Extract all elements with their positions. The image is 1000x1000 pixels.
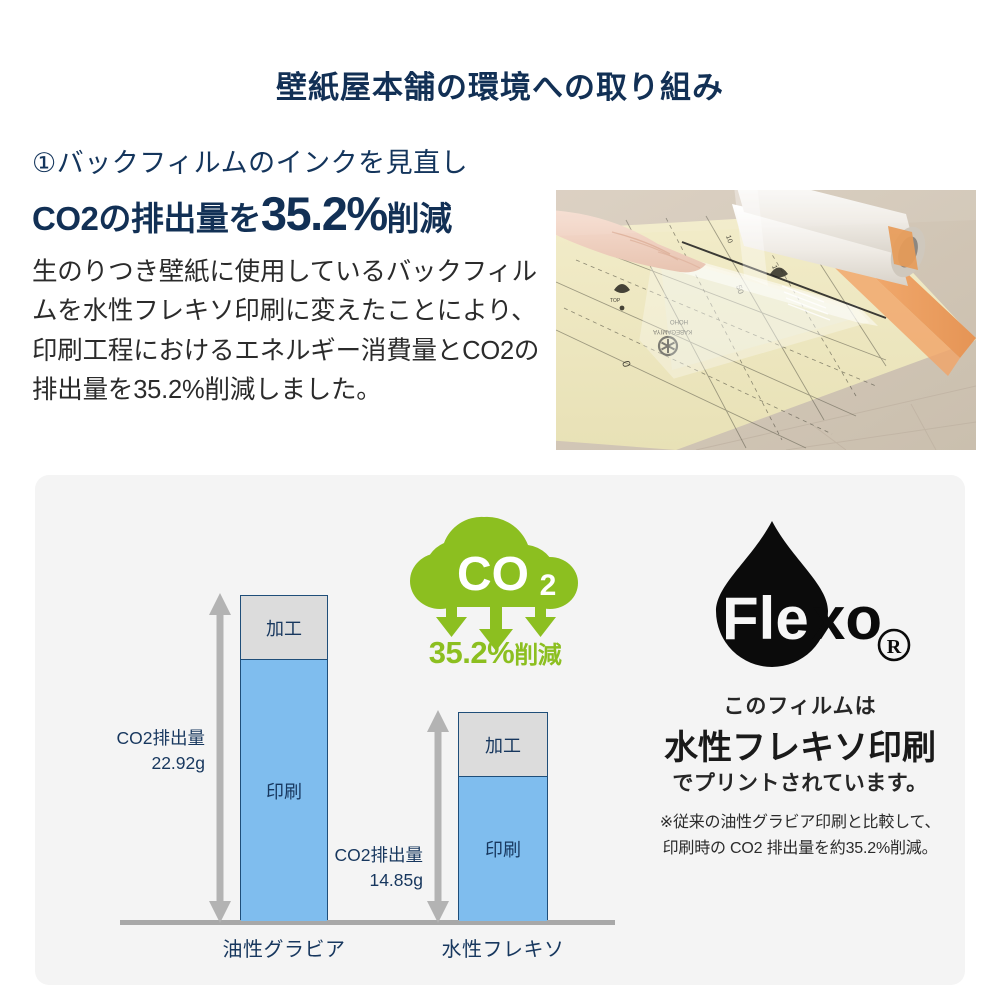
- axis-label-flexo: 水性フレキソ: [441, 939, 565, 961]
- bar-flexo-segment-printing: 印刷: [459, 776, 547, 921]
- page-title: 壁紙屋本舗の環境への取り組み: [276, 70, 724, 105]
- flexo-logo-text-outer: xo: [812, 585, 882, 652]
- intro-headline-suffix: 削減: [386, 200, 453, 238]
- intro-headline-prefix: CO2の排出量を: [32, 200, 261, 238]
- svg-text:TOP: TOP: [610, 298, 621, 304]
- flexo-footnote-line1: ※従来の油性グラビア印刷と比較して、: [659, 814, 941, 831]
- value-label-flexo-value: 14.85g: [369, 870, 423, 891]
- svg-text:KABEGAMIYA: KABEGAMIYA: [653, 328, 692, 334]
- registered-mark-icon: R: [877, 628, 911, 662]
- bar-gravure: 加工 印刷: [240, 595, 328, 921]
- value-label-gravure-title: CO2排出量: [116, 728, 205, 748]
- wallpaper-backfilm-photo: TOP HOHO KABEGAMIYA 10 10 50 0: [556, 190, 976, 450]
- flexo-footnote-line2: 印刷時の CO2 排出量を約35.2%削減。: [662, 840, 938, 858]
- svg-text:50: 50: [734, 284, 745, 296]
- double-arrow-icon: [427, 710, 449, 923]
- svg-text:0: 0: [619, 360, 632, 369]
- photo-illustration: TOP HOHO KABEGAMIYA 10 10 50 0: [556, 190, 976, 450]
- bar-gravure-segment-printing: 印刷: [241, 659, 327, 921]
- co2-cloud-label: CO: [457, 548, 529, 601]
- flexo-footnote: ※従来の油性グラビア印刷と比較して、 印刷時の CO2 排出量を約35.2%削減…: [640, 810, 960, 863]
- intro-text-block: ①バックフィルムのインクを見直し CO2の排出量を35.2%削減 生のりつき壁紙…: [32, 148, 552, 410]
- flexo-logo: Fle xo R: [680, 515, 920, 680]
- flexo-caption-line2: 水性フレキソ印刷: [664, 729, 936, 767]
- co2-reduction-suffix: 削減: [514, 642, 562, 669]
- bar-flexo-segment-processing: 加工: [459, 713, 547, 776]
- svg-text:R: R: [887, 636, 902, 658]
- co2-cloud-icon: CO 2: [380, 495, 610, 695]
- co2-cloud-graphic: CO 2: [410, 516, 578, 651]
- flexo-caption-line3: でプリントされています。: [672, 772, 928, 795]
- double-arrow-flexo: [427, 710, 449, 923]
- chart-baseline: [120, 920, 615, 925]
- svg-text:10: 10: [724, 234, 733, 244]
- intro-lead: ①バックフィルムのインクを見直し: [32, 148, 469, 178]
- double-arrow-gravure: [209, 593, 231, 923]
- flexo-caption-line1: このフィルムは: [723, 695, 877, 718]
- comparison-panel: 加工 印刷 加工 印刷 CO2排出量 22.92g: [35, 475, 965, 985]
- co2-reduction-text: 35.2%削減: [380, 635, 610, 671]
- bar-flexo: 加工 印刷: [458, 712, 548, 921]
- co2-bar-chart: 加工 印刷 加工 印刷 CO2排出量 22.92g: [35, 475, 635, 985]
- value-label-flexo: CO2排出量 14.85g: [288, 843, 423, 894]
- co2-reduction-value: 35.2%: [428, 635, 515, 670]
- bar-gravure-segment-processing: 加工: [241, 596, 327, 659]
- axis-label-gravure: 油性グラビア: [222, 939, 346, 961]
- double-arrow-icon: [209, 593, 231, 923]
- intro-headline-value: 35.2%: [260, 187, 388, 241]
- value-label-gravure-value: 22.92g: [151, 753, 205, 774]
- flexo-info-block: Fle xo R このフィルムは 水性フレキソ印刷 でプリントされています。 ※…: [635, 475, 965, 985]
- value-label-gravure: CO2排出量 22.92g: [70, 726, 205, 777]
- value-label-flexo-title: CO2排出量: [334, 845, 423, 865]
- flexo-logo-text-inner: Fle: [722, 585, 809, 652]
- intro-body: 生のりつき壁紙に使用しているバックフィルムを水性フレキソ印刷に変えたことにより、…: [32, 258, 540, 404]
- svg-text:10: 10: [770, 264, 779, 274]
- svg-text:2: 2: [540, 569, 557, 602]
- ink-droplet-icon: Fle xo R: [716, 521, 911, 667]
- svg-text:HOHO: HOHO: [670, 318, 688, 324]
- intro-headline: CO2の排出量を35.2%削減: [32, 187, 552, 241]
